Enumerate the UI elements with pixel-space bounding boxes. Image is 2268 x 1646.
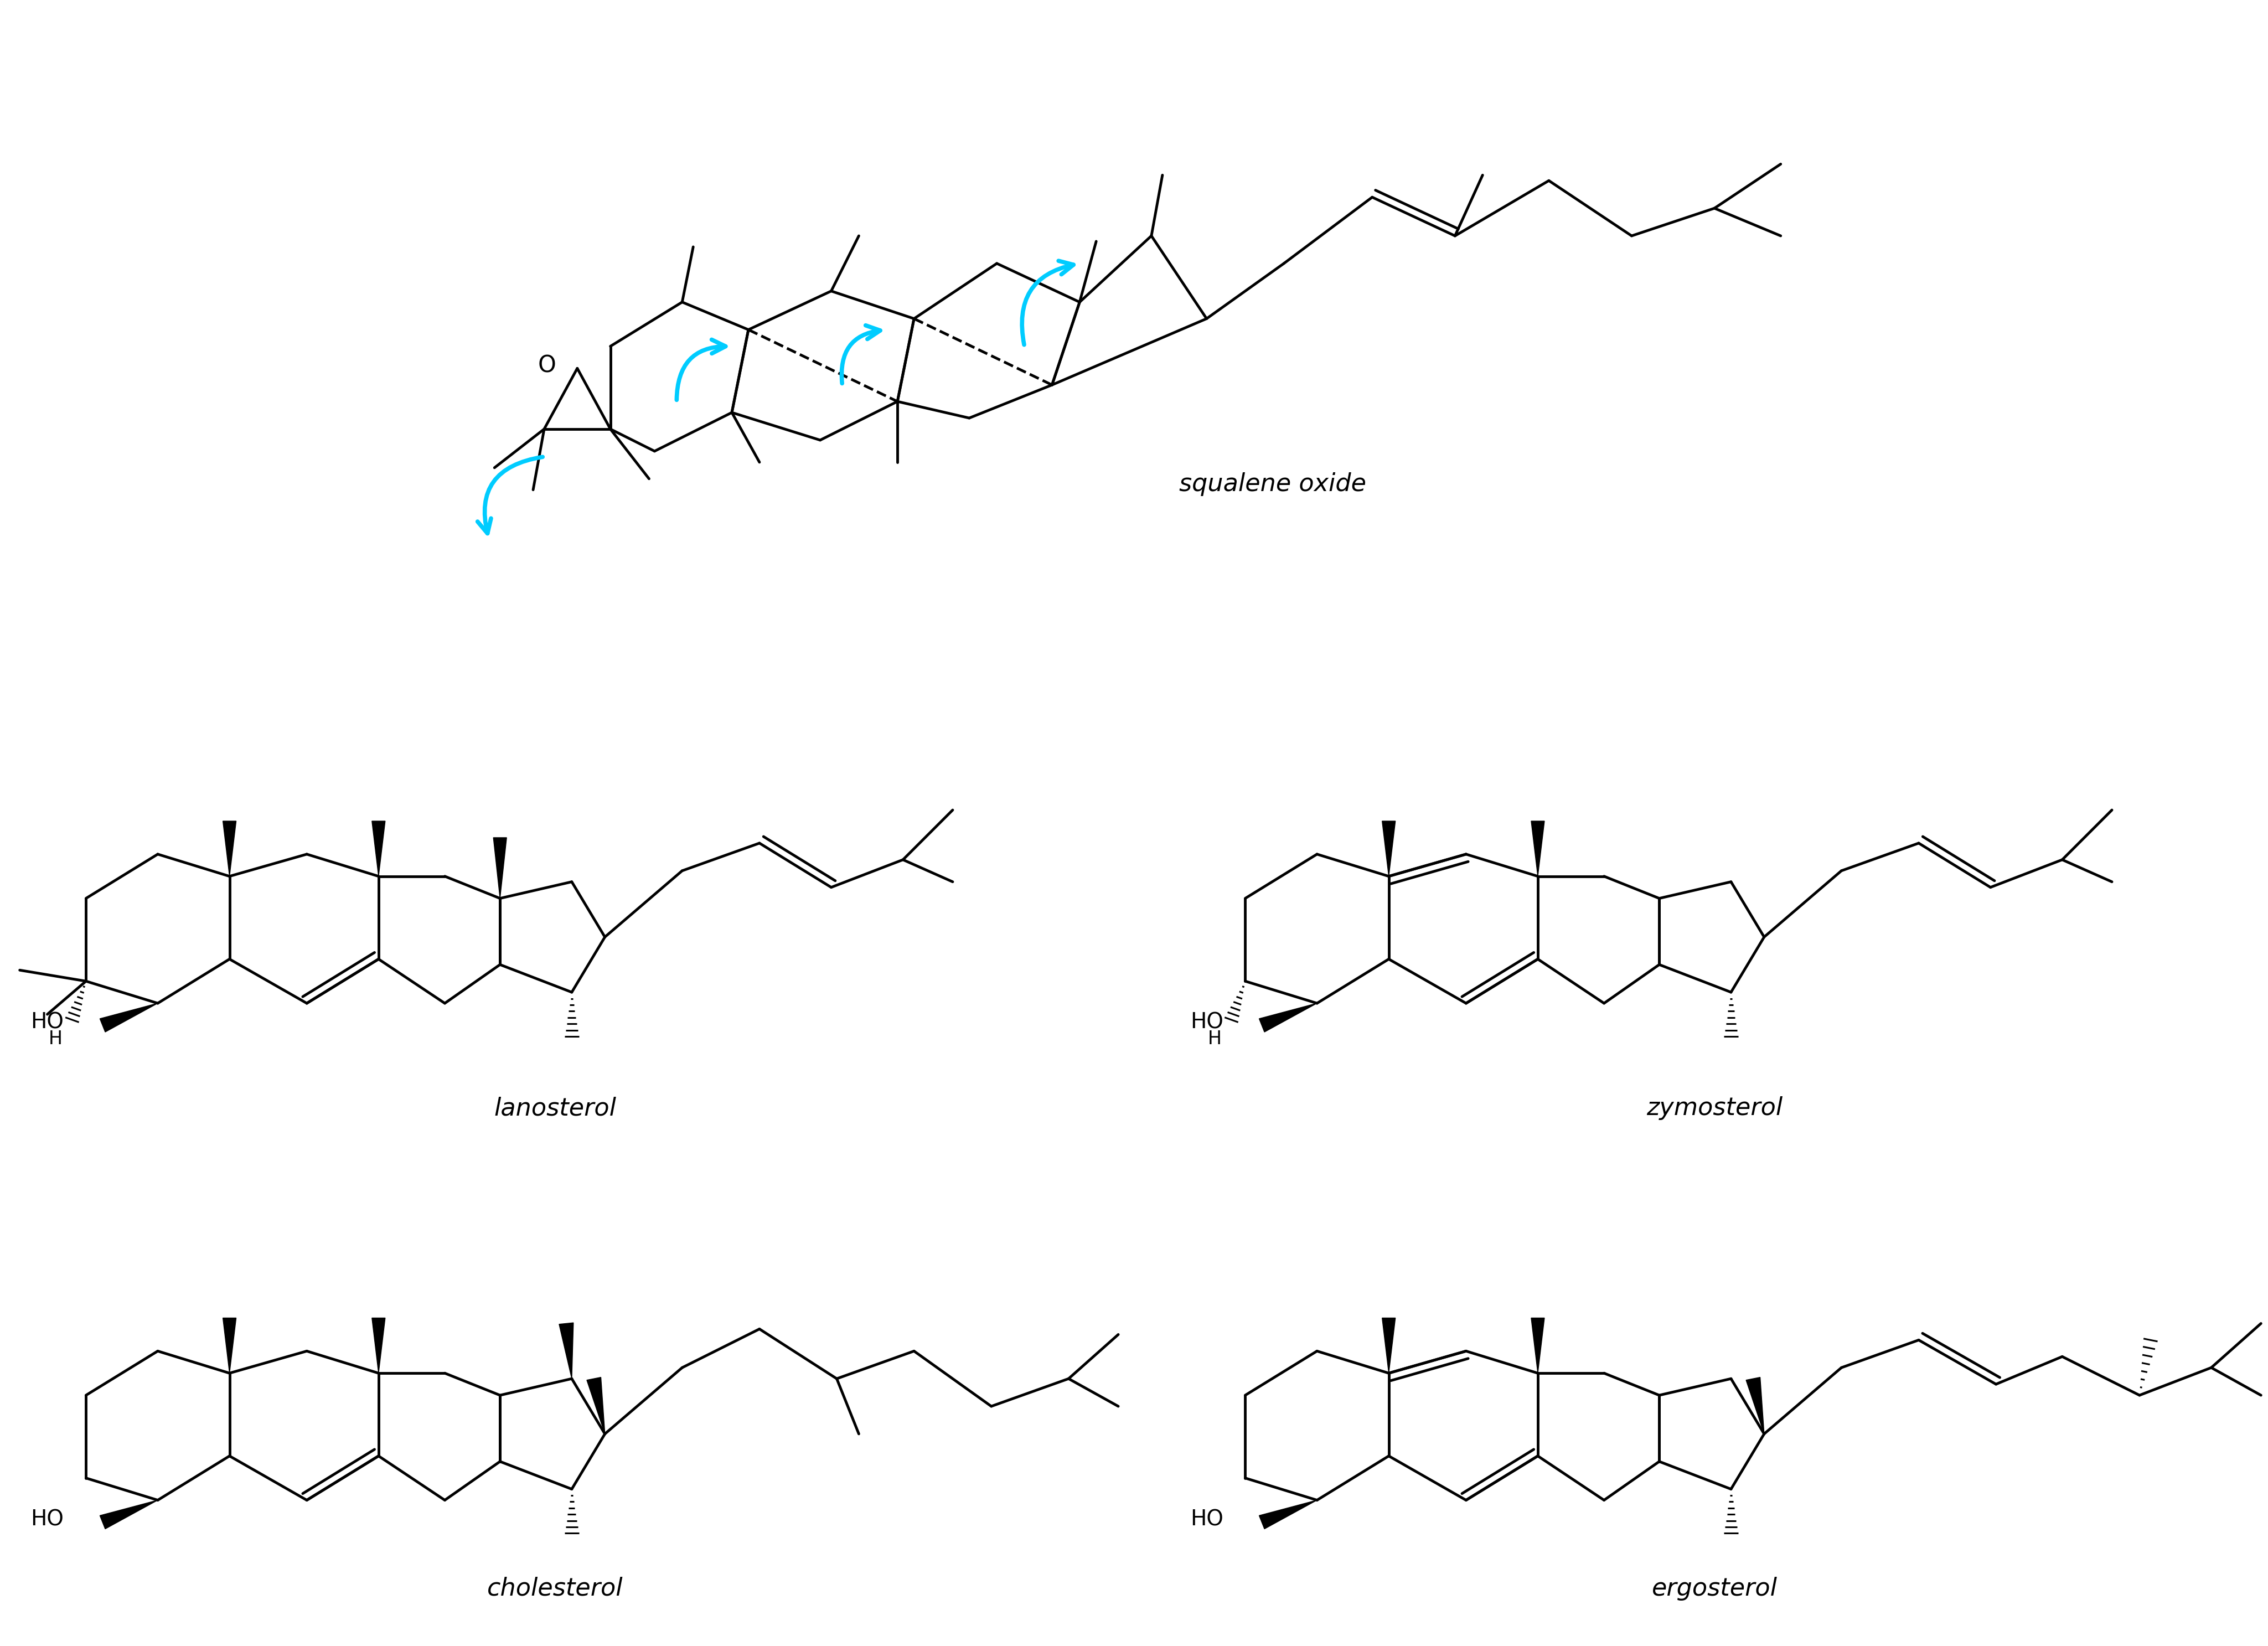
Polygon shape xyxy=(560,1323,574,1379)
Polygon shape xyxy=(372,821,386,876)
Text: H: H xyxy=(1209,1030,1222,1049)
Polygon shape xyxy=(1381,1318,1395,1373)
Polygon shape xyxy=(1746,1378,1765,1434)
Polygon shape xyxy=(494,838,506,899)
Polygon shape xyxy=(372,1318,386,1373)
Text: cholesterol: cholesterol xyxy=(488,1577,624,1600)
Polygon shape xyxy=(100,1004,159,1032)
Text: H: H xyxy=(48,1030,64,1049)
Polygon shape xyxy=(587,1378,606,1434)
Polygon shape xyxy=(1259,1500,1318,1529)
Text: O: O xyxy=(538,354,556,377)
Polygon shape xyxy=(222,821,236,876)
Text: zymosterol: zymosterol xyxy=(1647,1096,1783,1119)
Polygon shape xyxy=(1259,1004,1318,1032)
Polygon shape xyxy=(1381,821,1395,876)
Polygon shape xyxy=(100,1500,159,1529)
Text: HO: HO xyxy=(32,1012,64,1034)
Text: ergosterol: ergosterol xyxy=(1651,1577,1778,1600)
Polygon shape xyxy=(1531,1318,1545,1373)
Text: HO: HO xyxy=(1191,1509,1222,1531)
Text: HO: HO xyxy=(32,1509,64,1531)
Text: lanosterol: lanosterol xyxy=(494,1096,617,1119)
Text: squalene oxide: squalene oxide xyxy=(1179,472,1365,495)
Polygon shape xyxy=(1531,821,1545,876)
Polygon shape xyxy=(222,1318,236,1373)
Text: HO: HO xyxy=(1191,1012,1222,1034)
